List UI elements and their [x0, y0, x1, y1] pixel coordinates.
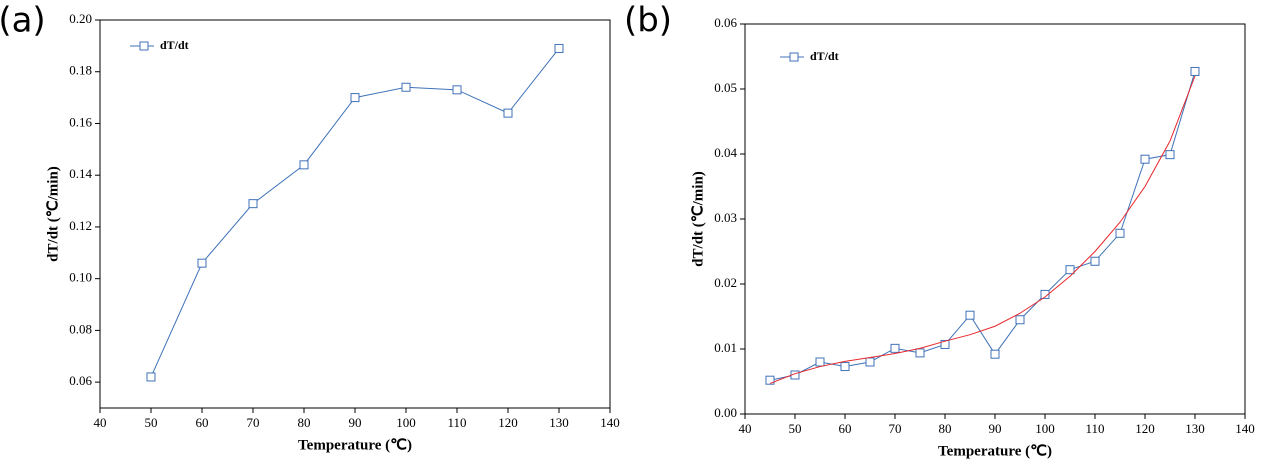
marker — [815, 357, 825, 367]
marker — [965, 310, 975, 320]
y-axis-label: dT/dt (℃/min) — [690, 171, 706, 267]
marker — [1040, 289, 1050, 299]
panel-label: (a) — [0, 1, 46, 41]
marker — [1140, 154, 1150, 164]
y-tick-label: 0.01 — [714, 340, 737, 355]
legend-marker — [139, 41, 149, 51]
x-tick-label: 130 — [549, 415, 569, 430]
x-tick-label: 90 — [349, 415, 362, 430]
x-tick-label: 130 — [1185, 421, 1205, 436]
x-tick-label: 60 — [196, 415, 209, 430]
x-tick-label: 120 — [1135, 421, 1155, 436]
marker — [503, 108, 513, 118]
x-axis-label: Temperature (℃) — [938, 443, 1052, 459]
x-tick-label: 90 — [989, 421, 1002, 436]
y-tick-label: 0.20 — [69, 11, 92, 26]
marker — [401, 82, 411, 92]
y-tick-label: 0.00 — [714, 405, 737, 420]
x-tick-label: 120 — [498, 415, 518, 430]
y-tick-label: 0.05 — [714, 80, 737, 95]
plot-frame — [99, 19, 611, 409]
y-tick-label: 0.14 — [69, 166, 92, 181]
y-tick-label: 0.04 — [714, 145, 737, 160]
marker — [990, 349, 1000, 359]
x-tick-label: 50 — [789, 421, 802, 436]
marker — [1190, 66, 1200, 76]
series-line — [769, 71, 1196, 381]
legend-label: dT/dt — [160, 38, 189, 52]
legend-marker — [789, 52, 799, 62]
y-tick-label: 0.06 — [69, 373, 92, 388]
x-tick-label: 140 — [600, 415, 620, 430]
marker — [146, 372, 156, 382]
marker — [350, 93, 360, 103]
legend-label: dT/dt — [810, 49, 839, 63]
marker — [915, 348, 925, 358]
x-tick-label: 70 — [247, 415, 260, 430]
x-tick-label: 60 — [839, 421, 852, 436]
x-axis-label: Temperature (℃) — [298, 437, 412, 453]
x-tick-label: 40 — [739, 421, 752, 436]
marker — [865, 357, 875, 367]
marker — [1115, 228, 1125, 238]
y-tick-label: 0.02 — [714, 275, 737, 290]
x-tick-label: 100 — [396, 415, 416, 430]
series-line — [769, 75, 1196, 384]
marker — [197, 258, 207, 268]
x-tick-label: 80 — [939, 421, 952, 436]
marker — [765, 375, 775, 385]
x-tick-label: 110 — [1085, 421, 1104, 436]
panel-label: (b) — [624, 1, 672, 41]
marker — [1015, 315, 1025, 325]
y-tick-label: 0.08 — [69, 321, 92, 336]
marker — [890, 343, 900, 353]
x-tick-label: 110 — [447, 415, 466, 430]
marker — [299, 160, 309, 170]
marker — [1090, 256, 1100, 266]
x-tick-label: 40 — [94, 415, 107, 430]
marker — [452, 85, 462, 95]
marker — [248, 199, 258, 209]
marker — [1165, 150, 1175, 160]
y-tick-label: 0.06 — [714, 15, 737, 30]
y-tick-label: 0.18 — [69, 63, 92, 78]
y-tick-label: 0.10 — [69, 270, 92, 285]
x-tick-label: 140 — [1235, 421, 1255, 436]
y-tick-label: 0.16 — [69, 114, 92, 129]
x-tick-label: 50 — [145, 415, 158, 430]
x-tick-label: 80 — [298, 415, 311, 430]
marker — [1065, 265, 1075, 275]
y-tick-label: 0.12 — [69, 218, 92, 233]
marker — [840, 362, 850, 372]
marker — [554, 43, 564, 53]
marker — [940, 339, 950, 349]
y-tick-label: 0.03 — [714, 210, 737, 225]
y-axis-label: dT/dt (℃/min) — [45, 166, 61, 262]
x-tick-label: 100 — [1035, 421, 1055, 436]
x-tick-label: 70 — [889, 421, 902, 436]
